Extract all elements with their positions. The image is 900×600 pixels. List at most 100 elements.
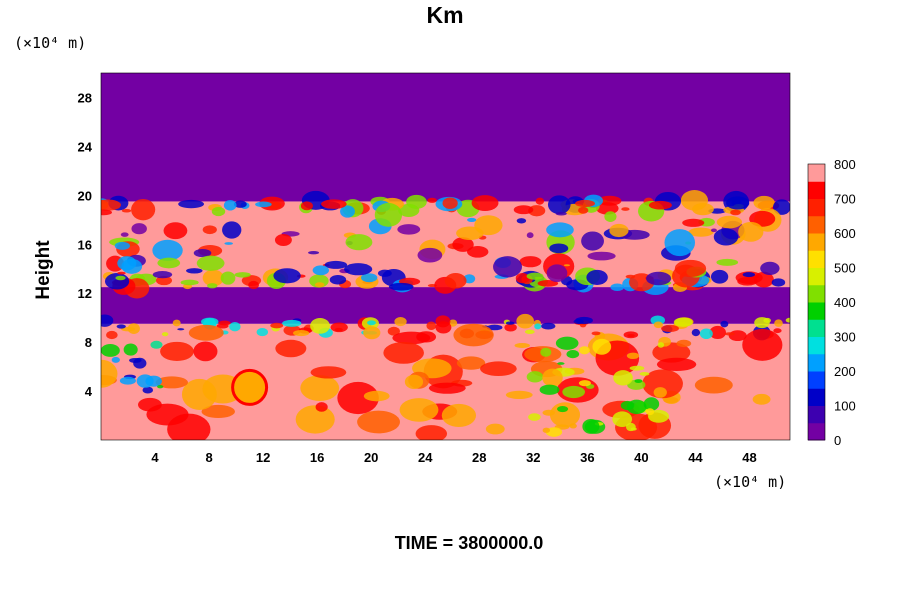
field-blob bbox=[117, 256, 137, 271]
time-label: TIME = 3800000.0 bbox=[395, 533, 544, 553]
colorbar-tick-label: 300 bbox=[834, 330, 856, 345]
field-blob bbox=[444, 273, 467, 289]
x-tick-labels: 4 8 12 16 20 24 28 32 36 40 44 48 bbox=[151, 450, 756, 465]
field-blob bbox=[642, 369, 683, 399]
colorbar-segment bbox=[808, 388, 825, 406]
field-blob bbox=[234, 272, 251, 278]
field-blob bbox=[456, 226, 484, 241]
field-blob bbox=[138, 397, 162, 412]
field-blob bbox=[549, 402, 581, 428]
field-blob bbox=[562, 385, 586, 399]
field-blob bbox=[569, 423, 577, 429]
field-blob bbox=[519, 256, 542, 268]
field-blob bbox=[324, 260, 348, 269]
field-blob bbox=[516, 313, 535, 329]
y-tick-labels: 4 8 12 16 20 24 28 bbox=[78, 90, 93, 399]
field-blob bbox=[435, 321, 452, 334]
field-blob bbox=[760, 261, 780, 275]
field-blob bbox=[643, 397, 660, 411]
colorbar-segment bbox=[808, 319, 825, 337]
field-blob bbox=[566, 350, 580, 359]
field-blob bbox=[773, 328, 782, 334]
field-blob bbox=[639, 371, 650, 376]
field-blob bbox=[404, 374, 424, 389]
colorbar-tick-labels: 0 100 200 300 400 500 600 700 800 bbox=[834, 157, 856, 448]
colorbar-tick-label: 200 bbox=[834, 364, 856, 379]
field-blob bbox=[223, 199, 237, 211]
field-blob bbox=[753, 271, 774, 288]
field-blob bbox=[417, 247, 443, 263]
x-tick-label: 36 bbox=[580, 450, 594, 465]
field-blob bbox=[630, 427, 637, 431]
field-blob bbox=[142, 386, 154, 394]
y-tick-label: 20 bbox=[78, 188, 92, 203]
field-blob bbox=[120, 232, 129, 237]
field-blob bbox=[133, 357, 147, 369]
x-tick-label: 40 bbox=[634, 450, 648, 465]
field-blob bbox=[388, 282, 414, 291]
field-blob bbox=[115, 275, 126, 281]
field-blob bbox=[526, 232, 534, 239]
field-blob bbox=[256, 328, 269, 337]
field-blob bbox=[730, 209, 741, 216]
field-blob bbox=[612, 411, 633, 427]
field-blob bbox=[314, 282, 325, 288]
colorbar-tick-label: 100 bbox=[834, 399, 856, 414]
x-tick-label: 20 bbox=[364, 450, 378, 465]
x-tick-label: 32 bbox=[526, 450, 540, 465]
field-blob bbox=[441, 403, 477, 427]
field-blob bbox=[157, 257, 181, 269]
field-blob bbox=[542, 409, 556, 416]
field-blob bbox=[546, 222, 574, 238]
field-blob bbox=[626, 352, 640, 359]
field-blob bbox=[661, 324, 679, 332]
field-blob bbox=[513, 205, 534, 215]
field-blob bbox=[329, 275, 347, 285]
field-blob bbox=[330, 322, 348, 333]
field-blob bbox=[155, 275, 173, 286]
field-blob bbox=[101, 314, 114, 327]
field-blob bbox=[653, 321, 663, 329]
colorbar-segment bbox=[808, 302, 825, 320]
field-blob bbox=[547, 195, 571, 215]
x-tick-label: 28 bbox=[472, 450, 486, 465]
field-blob bbox=[754, 317, 770, 329]
field-blob bbox=[709, 325, 726, 340]
field-blob bbox=[399, 398, 439, 422]
field-blob bbox=[623, 331, 639, 339]
field-blob bbox=[201, 404, 235, 418]
convective-cell bbox=[231, 368, 269, 406]
field-blob bbox=[275, 339, 307, 358]
field-blob bbox=[121, 209, 132, 213]
field-blob bbox=[300, 375, 340, 401]
field-blob bbox=[514, 342, 530, 348]
field-blob bbox=[480, 361, 517, 377]
field-blob bbox=[720, 320, 729, 328]
x-tick-label: 16 bbox=[310, 450, 324, 465]
field-blob bbox=[131, 223, 147, 235]
field-blob bbox=[582, 419, 600, 434]
field-blob bbox=[742, 329, 783, 361]
field-blob bbox=[505, 390, 533, 400]
colorbar-tick-label: 0 bbox=[834, 433, 841, 448]
field-blob bbox=[535, 197, 545, 205]
field-blob bbox=[337, 381, 379, 415]
field-blob bbox=[293, 329, 310, 337]
field-blob bbox=[785, 317, 790, 323]
field-blob bbox=[428, 382, 466, 394]
colorbar-segment bbox=[808, 422, 825, 441]
field-blob bbox=[592, 338, 612, 355]
field-blob bbox=[448, 319, 458, 327]
field-blob bbox=[713, 228, 739, 246]
field-blob bbox=[101, 209, 113, 216]
field-blob bbox=[710, 228, 717, 233]
field-blob bbox=[657, 342, 665, 348]
field-blob bbox=[111, 356, 120, 363]
field-blob bbox=[597, 195, 622, 206]
x-tick-label: 8 bbox=[205, 450, 212, 465]
field-blob bbox=[581, 231, 604, 251]
colorbar bbox=[807, 163, 826, 441]
y-tick-label: 4 bbox=[85, 384, 93, 399]
field-blob bbox=[101, 344, 120, 357]
field-blob bbox=[710, 269, 729, 284]
